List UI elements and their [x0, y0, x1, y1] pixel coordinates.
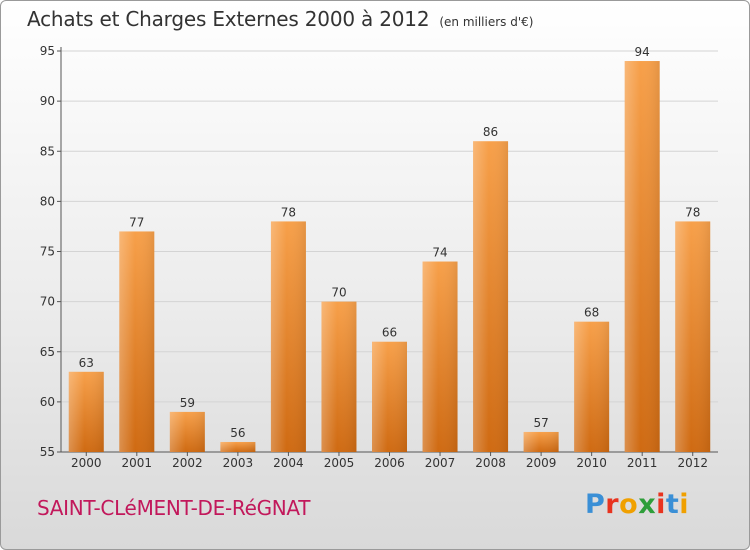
x-tick-label: 2003 — [223, 456, 254, 470]
logo-letter: i — [679, 489, 690, 520]
y-tick-label: 95 — [40, 44, 55, 58]
bar-shading-2006 — [372, 341, 407, 452]
x-tick-label: 2005 — [324, 456, 355, 470]
y-tick-label: 60 — [40, 395, 55, 409]
x-tick-label: 2001 — [122, 456, 153, 470]
x-tick-label: 2007 — [425, 456, 456, 470]
x-tick-label: 2010 — [576, 456, 607, 470]
logo-letter: P — [585, 489, 606, 520]
bar-value-label: 57 — [533, 416, 548, 430]
x-tick-label: 2002 — [172, 456, 203, 470]
logo-letter: t — [665, 489, 680, 520]
y-tick-label: 80 — [40, 194, 55, 208]
bar-shading-2008 — [473, 141, 509, 452]
bar-shading-2000 — [68, 371, 104, 452]
bar-value-label: 78 — [685, 205, 700, 219]
bar-shading-2001 — [119, 231, 155, 452]
y-tick-label: 75 — [40, 245, 55, 259]
bar-value-label: 78 — [281, 205, 296, 219]
bar-value-label: 94 — [635, 45, 650, 59]
y-tick-label: 85 — [40, 144, 55, 158]
bar-shading-2003 — [220, 441, 256, 452]
bar-value-label: 56 — [230, 426, 245, 440]
x-tick-label: 2011 — [627, 456, 658, 470]
x-tick-label: 2000 — [71, 456, 102, 470]
x-tick-label: 2012 — [677, 456, 708, 470]
proxiti-logo: Proxiti — [585, 489, 689, 520]
bar-value-label: 63 — [79, 356, 94, 370]
logo-letter: r — [605, 489, 620, 520]
bar-value-label: 68 — [584, 306, 599, 320]
x-tick-label: 2008 — [475, 456, 506, 470]
y-tick-label: 65 — [40, 345, 55, 359]
bar-shading-2002 — [169, 411, 205, 452]
bar-shading-2009 — [523, 431, 559, 452]
bar-shading-2007 — [422, 261, 458, 452]
bar-value-label: 70 — [331, 286, 346, 300]
bar-value-label: 59 — [180, 396, 195, 410]
logo-letter: i — [656, 489, 666, 520]
bar-value-label: 66 — [382, 326, 397, 340]
logo-letter: o — [619, 489, 639, 520]
bar-value-label: 77 — [129, 215, 144, 229]
bar-value-label: 74 — [432, 246, 447, 260]
bar-shading-2005 — [321, 301, 357, 452]
bar-shading-2012 — [675, 221, 711, 452]
bar-value-label: 86 — [483, 125, 498, 139]
y-tick-label: 70 — [40, 295, 55, 309]
x-tick-label: 2009 — [526, 456, 557, 470]
logo-letter: x — [638, 489, 657, 520]
chart-title-text: Achats et Charges Externes 2000 à 2012 — [27, 7, 430, 31]
commune-name: SAINT-CLéMENT-DE-RéGNAT — [37, 496, 311, 520]
bar-shading-2004 — [270, 221, 306, 452]
bar-shading-2010 — [574, 321, 610, 452]
bar-shading-2011 — [624, 61, 660, 453]
y-tick-label: 90 — [40, 94, 55, 108]
x-tick-label: 2006 — [374, 456, 405, 470]
x-tick-label: 2004 — [273, 456, 304, 470]
y-tick-label: 55 — [40, 445, 55, 459]
chart-title: Achats et Charges Externes 2000 à 2012 (e… — [27, 7, 533, 31]
chart-subtitle: (en milliers d'€) — [439, 15, 534, 29]
